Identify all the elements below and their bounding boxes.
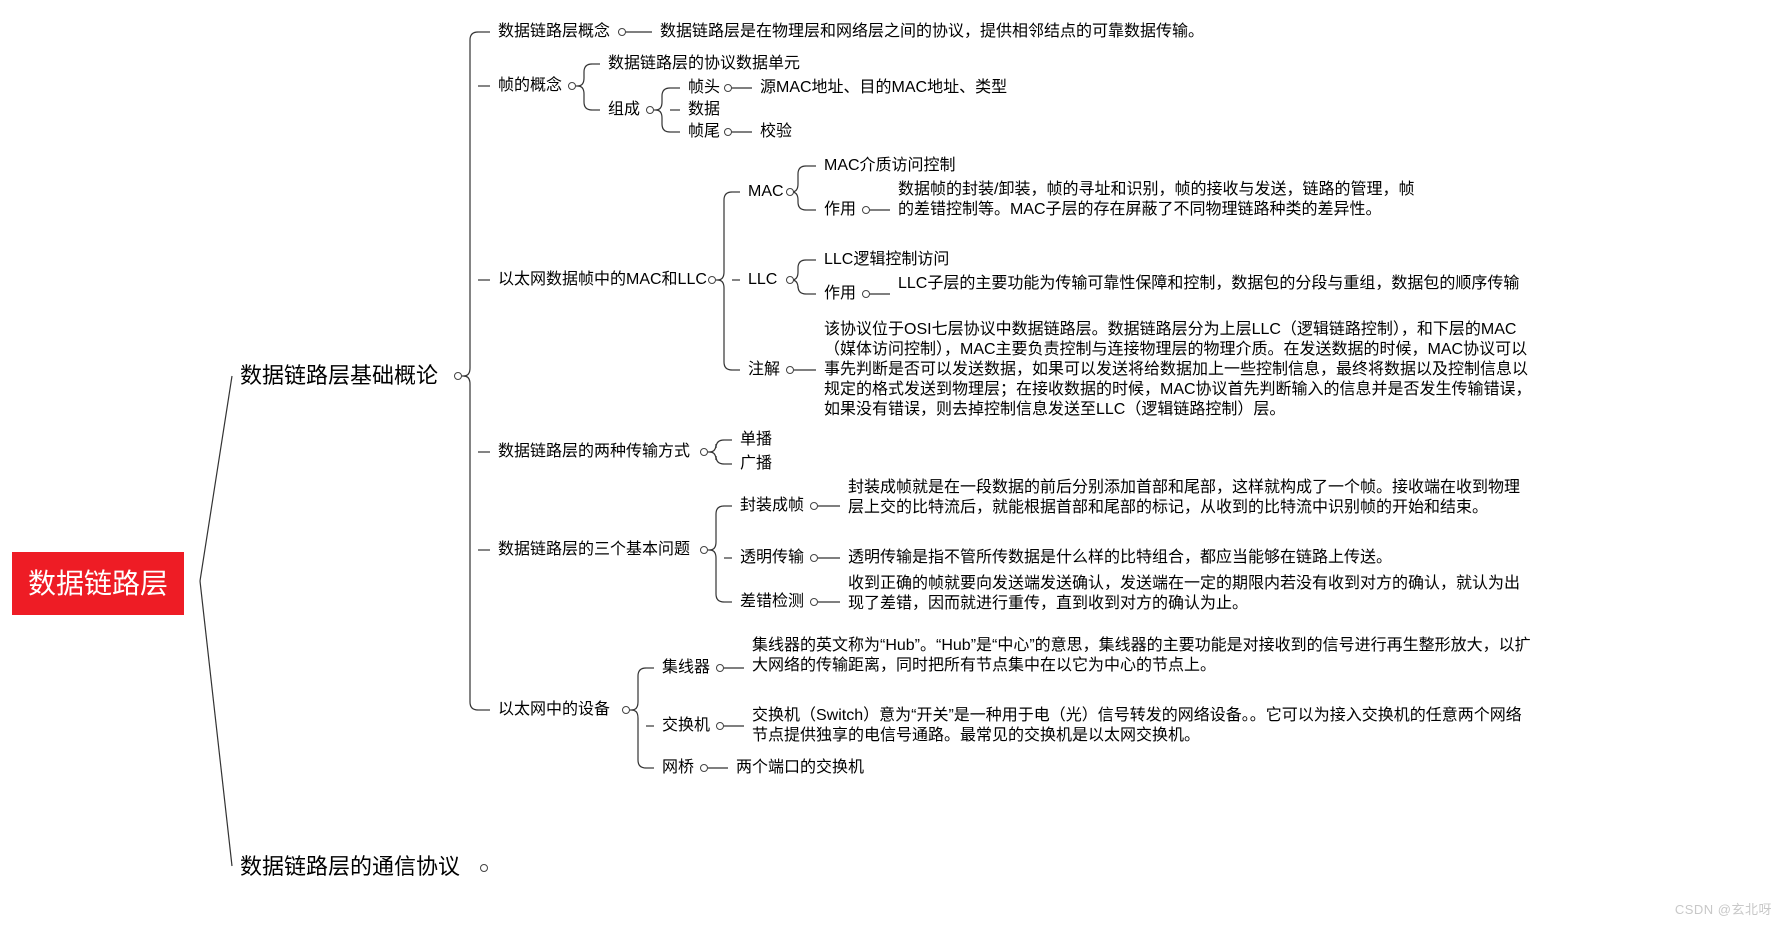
mindmap-node: 数据链路层的通信协议 (240, 853, 460, 881)
watermark: CSDN @玄北呀 (1675, 899, 1772, 918)
expand-marker (708, 276, 716, 284)
mindmap-node: 组成 (608, 100, 640, 120)
expand-marker (810, 502, 818, 510)
mindmap-node: 封装成帧就是在一段数据的前后分别添加首部和尾部，这样就构成了一个帧。接收端在收到… (848, 478, 1528, 518)
mindmap-node: 帧的概念 (498, 76, 562, 96)
mindmap-node: 帧头 (688, 78, 720, 98)
mindmap-node: 广播 (740, 454, 772, 474)
mindmap-node: LLC (748, 270, 777, 290)
mindmap-node: 帧尾 (688, 122, 720, 142)
expand-marker (716, 664, 724, 672)
mindmap-node: 交换机 (662, 716, 710, 736)
mindmap-node: 差错检测 (740, 592, 804, 612)
mindmap-node: 数据链路层概念 (498, 22, 610, 42)
expand-marker (700, 448, 708, 456)
root-node: 数据链路层 (12, 552, 184, 615)
mindmap-node: 网桥 (662, 758, 694, 778)
expand-marker (716, 722, 724, 730)
expand-marker (810, 554, 818, 562)
mindmap-node: 透明传输 (740, 548, 804, 568)
mindmap-node: 集线器的英文称为“Hub”。“Hub”是“中心”的意思，集线器的主要功能是对接收… (752, 636, 1532, 676)
expand-marker (622, 706, 630, 714)
mindmap-node: 作用 (824, 200, 856, 220)
mindmap-node: 校验 (760, 122, 792, 142)
expand-marker (862, 206, 870, 214)
mindmap-node: LLC逻辑控制访问 (824, 250, 949, 270)
mindmap-node: 数据链路层是在物理层和网络层之间的协议，提供相邻结点的可靠数据传输。 (660, 22, 1204, 42)
mindmap-node: 数据链路层的三个基本问题 (498, 540, 690, 560)
mindmap-node: 数据帧的封装/卸装，帧的寻址和识别，帧的接收与发送，链路的管理，帧的差错控制等。… (898, 180, 1418, 220)
expand-marker (862, 290, 870, 298)
expand-marker (810, 598, 818, 606)
mindmap-node: 以太网数据帧中的MAC和LLC (498, 270, 707, 290)
mindmap-node: 数据 (688, 100, 720, 120)
mindmap-node: 作用 (824, 284, 856, 304)
expand-marker (454, 372, 462, 380)
mindmap-node: 注解 (748, 360, 780, 380)
expand-marker (480, 864, 488, 872)
expand-marker (700, 546, 708, 554)
mindmap-node: LLC子层的主要功能为传输可靠性保障和控制，数据包的分段与重组，数据包的顺序传输 (898, 274, 1538, 294)
expand-marker (786, 188, 794, 196)
mindmap-node: 封装成帧 (740, 496, 804, 516)
expand-marker (786, 276, 794, 284)
mindmap-node: MAC介质访问控制 (824, 156, 956, 176)
expand-marker (786, 366, 794, 374)
mindmap-node: MAC (748, 182, 784, 202)
mindmap-node: 以太网中的设备 (498, 700, 610, 720)
mindmap-node: 数据链路层的两种传输方式 (498, 442, 690, 462)
mindmap-node: 收到正确的帧就要向发送端发送确认，发送端在一定的期限内若没有收到对方的确认，就认… (848, 574, 1528, 614)
expand-marker (700, 764, 708, 772)
mindmap-node: 两个端口的交换机 (736, 758, 864, 778)
mindmap-node: 交换机（Switch）意为“开关”是一种用于电（光）信号转发的网络设备。。它可以… (752, 706, 1532, 746)
mindmap-node: 单播 (740, 430, 772, 450)
expand-marker (618, 28, 626, 36)
mindmap-node: 透明传输是指不管所传数据是什么样的比特组合，都应当能够在链路上传送。 (848, 548, 1528, 568)
mindmap-node: 数据链路层的协议数据单元 (608, 54, 800, 74)
mindmap-node: 该协议位于OSI七层协议中数据链路层。数据链路层分为上层LLC（逻辑链路控制），… (824, 320, 1534, 420)
expand-marker (646, 106, 654, 114)
mindmap-node: 集线器 (662, 658, 710, 678)
expand-marker (724, 84, 732, 92)
expand-marker (568, 82, 576, 90)
mindmap-node: 数据链路层基础概论 (240, 362, 438, 390)
mindmap-node: 源MAC地址、目的MAC地址、类型 (760, 78, 1007, 98)
expand-marker (724, 128, 732, 136)
